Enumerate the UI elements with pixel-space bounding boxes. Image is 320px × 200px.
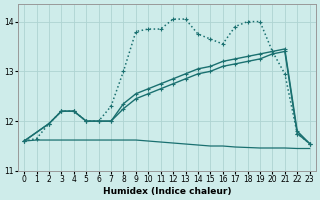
X-axis label: Humidex (Indice chaleur): Humidex (Indice chaleur) (103, 187, 231, 196)
